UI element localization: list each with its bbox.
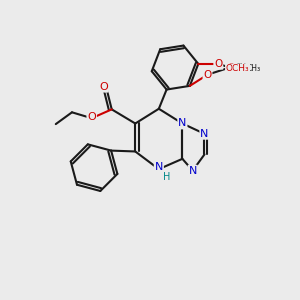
Text: OCH₃: OCH₃ <box>226 64 249 73</box>
Text: CH₃: CH₃ <box>247 64 261 73</box>
Text: H: H <box>163 172 170 182</box>
Text: O: O <box>214 59 222 69</box>
Text: O: O <box>99 82 108 92</box>
Text: O: O <box>203 70 211 80</box>
Text: N: N <box>154 162 163 172</box>
Text: CH₃: CH₃ <box>236 63 250 72</box>
Text: N: N <box>178 118 187 128</box>
Text: O: O <box>227 63 234 72</box>
Text: N: N <box>188 166 197 176</box>
Text: N: N <box>200 129 209 139</box>
Text: O: O <box>87 112 96 122</box>
Text: O: O <box>238 64 245 74</box>
